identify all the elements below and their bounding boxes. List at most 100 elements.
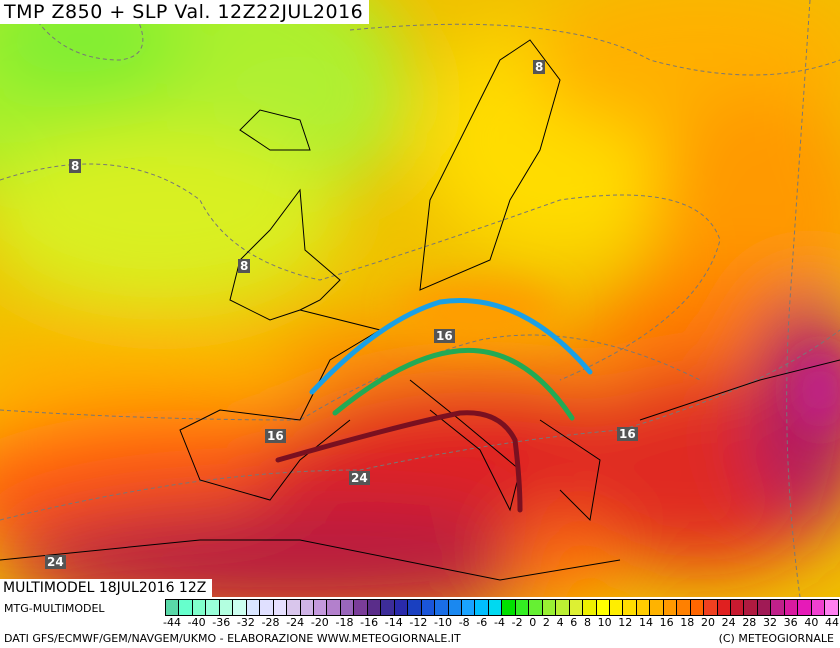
color-scale-cell xyxy=(367,600,382,615)
color-scale-tick: -16 xyxy=(360,616,379,629)
color-scale-cell xyxy=(636,600,651,615)
map-title: TMP Z850 + SLP Val. 12Z22JUL2016 xyxy=(0,0,370,24)
color-scale-cell xyxy=(623,600,637,615)
copyright: (C) METEOGIORNALE xyxy=(718,632,834,645)
color-scale-cell xyxy=(461,600,476,615)
color-scale-cell xyxy=(327,600,341,615)
color-scale-cell xyxy=(273,600,288,615)
isobar-label: 8 xyxy=(238,259,251,273)
color-scale-tick: 32 xyxy=(762,616,777,629)
color-scale-tick: -8 xyxy=(458,616,470,629)
color-scale-cell xyxy=(825,600,838,615)
isobar-label: 16 xyxy=(617,427,638,441)
color-scale-cell xyxy=(811,600,826,615)
color-scale-cell xyxy=(731,600,745,615)
color-scale-tick: -40 xyxy=(187,616,206,629)
color-scale-tick: 36 xyxy=(783,616,798,629)
color-scale-cell xyxy=(704,600,718,615)
color-scale-cell xyxy=(556,600,570,615)
color-scale-cell xyxy=(757,600,772,615)
isobar-label: 8 xyxy=(533,60,546,74)
color-scale-ticks: -44 -40 -36 -32 -28 -24 -20 -18 -16 -14 -12 -10 -8 -6… xyxy=(163,616,839,630)
color-scale-cell xyxy=(596,600,610,615)
color-scale-cell xyxy=(677,600,691,615)
color-scale-tick: -6 xyxy=(476,616,488,629)
data-credits: DATI GFS/ECMWF/GEM/NAVGEM/UKMO - ELABORA… xyxy=(4,632,461,645)
color-scale-cell xyxy=(313,600,328,615)
color-scale-cell xyxy=(206,600,220,615)
color-scale-tick: 44 xyxy=(825,616,839,629)
color-scale-cell xyxy=(448,600,462,615)
color-scale-cell xyxy=(192,600,207,615)
color-scale-bar xyxy=(165,599,839,616)
color-scale-tick: -32 xyxy=(236,616,255,629)
color-scale-cell xyxy=(690,600,705,615)
color-scale-tick: 14 xyxy=(638,616,653,629)
color-scale-cell xyxy=(394,600,409,615)
color-scale-tick: -12 xyxy=(409,616,428,629)
color-scale-cell xyxy=(798,600,812,615)
color-scale-cell xyxy=(260,600,274,615)
color-scale-cell xyxy=(354,600,368,615)
isobar-label: 8 xyxy=(69,159,82,173)
temperature-map xyxy=(0,0,840,597)
color-scale-tick: -14 xyxy=(384,616,403,629)
color-scale-tick: 4 xyxy=(556,616,564,629)
color-scale-cell xyxy=(435,600,449,615)
color-scale-cell xyxy=(233,600,247,615)
warm-front-darkred xyxy=(275,410,523,513)
run-label: MULTIMODEL 18JUL2016 12Z xyxy=(0,579,213,597)
model-label: MTG-MULTIMODEL xyxy=(4,602,105,615)
color-scale-tick: 18 xyxy=(680,616,695,629)
color-scale-cell xyxy=(583,600,597,615)
color-scale-tick: 40 xyxy=(804,616,819,629)
color-scale-tick: -2 xyxy=(511,616,523,629)
color-scale-cell xyxy=(300,600,314,615)
color-scale-cell xyxy=(166,600,180,615)
color-scale-tick: 6 xyxy=(570,616,578,629)
color-scale-cell xyxy=(515,600,530,615)
color-scale-tick: 8 xyxy=(583,616,591,629)
color-scale-cell xyxy=(771,600,785,615)
isobar-label: 24 xyxy=(45,555,66,569)
color-scale-tick: -28 xyxy=(261,616,280,629)
color-scale-tick: -44 xyxy=(163,616,181,629)
isobar-label: 16 xyxy=(434,329,455,343)
color-scale-cell xyxy=(246,600,261,615)
color-scale-tick: 10 xyxy=(597,616,612,629)
color-scale-cell xyxy=(287,600,301,615)
color-scale-cell xyxy=(784,600,799,615)
color-scale-tick: 24 xyxy=(721,616,736,629)
isobar-label: 24 xyxy=(349,471,370,485)
color-scale-cell xyxy=(502,600,516,615)
color-scale-cell xyxy=(569,600,584,615)
isobar-label: 16 xyxy=(265,429,286,443)
color-scale-cell xyxy=(609,600,624,615)
color-scale-tick: 16 xyxy=(659,616,674,629)
color-scale-cell xyxy=(219,600,234,615)
color-scale-cell xyxy=(529,600,543,615)
warm-front-blue xyxy=(309,297,593,395)
color-scale-cell xyxy=(663,600,678,615)
color-scale-cell xyxy=(421,600,436,615)
color-scale-cell xyxy=(650,600,664,615)
color-scale-cell xyxy=(340,600,355,615)
color-scale-tick: -20 xyxy=(310,616,329,629)
color-scale-tick: 20 xyxy=(700,616,715,629)
color-scale-cell xyxy=(542,600,557,615)
color-scale-tick: 2 xyxy=(542,616,550,629)
color-scale-cell xyxy=(488,600,503,615)
color-scale-tick: -18 xyxy=(335,616,354,629)
color-scale-tick: -4 xyxy=(493,616,505,629)
color-scale-tick: -24 xyxy=(286,616,305,629)
color-scale-cell xyxy=(381,600,395,615)
color-scale-tick: 12 xyxy=(618,616,633,629)
color-scale-tick: 0 xyxy=(529,616,537,629)
color-scale-tick: -36 xyxy=(212,616,231,629)
color-scale-tick: -10 xyxy=(434,616,453,629)
color-scale-cell xyxy=(475,600,489,615)
color-scale-cell xyxy=(744,600,758,615)
color-scale-cell xyxy=(408,600,422,615)
color-scale-tick: 28 xyxy=(742,616,757,629)
color-scale-cell xyxy=(717,600,732,615)
